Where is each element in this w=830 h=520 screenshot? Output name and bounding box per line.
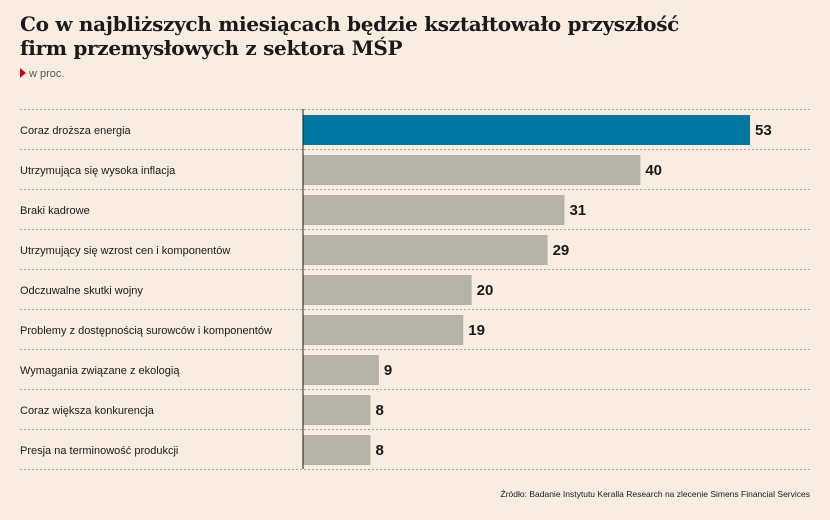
value-label: 8 <box>375 402 383 419</box>
category-label: Presja na terminowość produkcji <box>20 445 178 457</box>
bar <box>303 355 379 385</box>
value-label: 8 <box>375 442 383 459</box>
bar <box>303 195 565 225</box>
chart-title-line-2: firm przemysłowych z sektora MŚP <box>20 36 403 60</box>
source-note: Źródło: Badanie Instytutu Keralla Resear… <box>500 489 810 499</box>
unit-text: w proc. <box>29 68 65 80</box>
bar <box>303 155 641 185</box>
value-label: 20 <box>477 282 494 299</box>
category-label: Utrzymująca się wysoka inflacja <box>20 165 176 177</box>
category-label: Coraz droższa energia <box>20 125 132 137</box>
triangle-marker-icon <box>20 68 26 78</box>
bar <box>303 395 371 425</box>
value-label: 29 <box>553 242 570 259</box>
category-label: Problemy z dostępnością surowców i kompo… <box>20 325 272 337</box>
value-label: 31 <box>569 202 586 219</box>
chart-title-line-1: Co w najbliższych miesiącach będzie kszt… <box>20 12 680 36</box>
bar <box>303 235 548 265</box>
bar <box>303 115 750 145</box>
value-label: 53 <box>755 122 772 139</box>
bar <box>303 275 472 305</box>
category-label: Braki kadrowe <box>20 205 90 217</box>
value-label: 40 <box>645 162 662 179</box>
category-label: Wymagania związane z ekologią <box>20 365 180 377</box>
value-label: 19 <box>468 322 485 339</box>
category-label: Odczuwalne skutki wojny <box>20 285 143 297</box>
value-label: 9 <box>384 362 392 379</box>
category-label: Coraz większa konkurencja <box>20 405 155 417</box>
category-label: Utrzymujący się wzrost cen i komponentów <box>20 245 230 257</box>
unit-label: w proc. <box>20 67 64 81</box>
chart-title: Co w najbliższych miesiącach będzie kszt… <box>20 12 780 60</box>
bar <box>303 435 371 465</box>
bar <box>303 315 464 345</box>
